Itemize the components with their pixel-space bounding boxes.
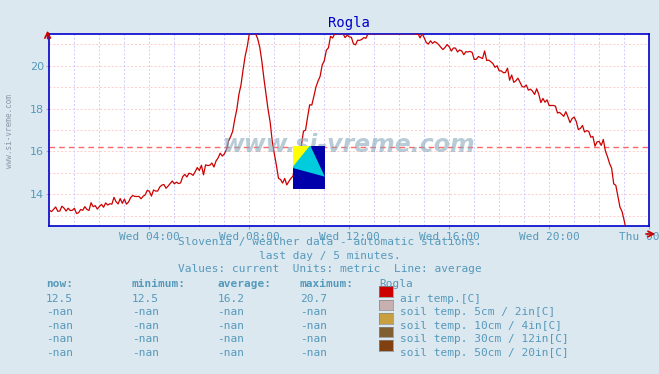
Text: maximum:: maximum: bbox=[300, 279, 354, 289]
Text: www.si-vreme.com: www.si-vreme.com bbox=[223, 134, 476, 157]
Text: 16.2: 16.2 bbox=[217, 294, 244, 304]
Text: now:: now: bbox=[46, 279, 73, 289]
Title: Rogla: Rogla bbox=[328, 16, 370, 30]
Text: 12.5: 12.5 bbox=[46, 294, 73, 304]
Text: soil temp. 5cm / 2in[C]: soil temp. 5cm / 2in[C] bbox=[400, 307, 556, 318]
Text: Values: current  Units: metric  Line: average: Values: current Units: metric Line: aver… bbox=[178, 264, 481, 274]
Text: -nan: -nan bbox=[46, 348, 73, 358]
Text: 20.7: 20.7 bbox=[300, 294, 327, 304]
Text: -nan: -nan bbox=[300, 321, 327, 331]
Text: www.si-vreme.com: www.si-vreme.com bbox=[5, 94, 14, 168]
Text: -nan: -nan bbox=[300, 348, 327, 358]
Text: -nan: -nan bbox=[217, 334, 244, 344]
Text: -nan: -nan bbox=[217, 307, 244, 318]
Polygon shape bbox=[293, 146, 325, 176]
Polygon shape bbox=[293, 146, 310, 168]
Text: Slovenia / weather data - automatic stations.: Slovenia / weather data - automatic stat… bbox=[178, 237, 481, 248]
Text: average:: average: bbox=[217, 279, 272, 289]
Text: -nan: -nan bbox=[132, 334, 159, 344]
Text: soil temp. 30cm / 12in[C]: soil temp. 30cm / 12in[C] bbox=[400, 334, 569, 344]
Text: -nan: -nan bbox=[46, 334, 73, 344]
Text: minimum:: minimum: bbox=[132, 279, 186, 289]
Text: -nan: -nan bbox=[46, 307, 73, 318]
Text: -nan: -nan bbox=[132, 348, 159, 358]
Text: -nan: -nan bbox=[300, 307, 327, 318]
Text: soil temp. 10cm / 4in[C]: soil temp. 10cm / 4in[C] bbox=[400, 321, 562, 331]
Text: Rogla: Rogla bbox=[379, 279, 413, 289]
Polygon shape bbox=[293, 168, 325, 189]
Text: 12.5: 12.5 bbox=[132, 294, 159, 304]
Text: air temp.[C]: air temp.[C] bbox=[400, 294, 481, 304]
Text: -nan: -nan bbox=[46, 321, 73, 331]
Polygon shape bbox=[310, 146, 325, 176]
Text: -nan: -nan bbox=[217, 321, 244, 331]
Text: last day / 5 minutes.: last day / 5 minutes. bbox=[258, 251, 401, 261]
Text: -nan: -nan bbox=[300, 334, 327, 344]
Text: soil temp. 50cm / 20in[C]: soil temp. 50cm / 20in[C] bbox=[400, 348, 569, 358]
Text: -nan: -nan bbox=[217, 348, 244, 358]
Text: -nan: -nan bbox=[132, 321, 159, 331]
Text: -nan: -nan bbox=[132, 307, 159, 318]
